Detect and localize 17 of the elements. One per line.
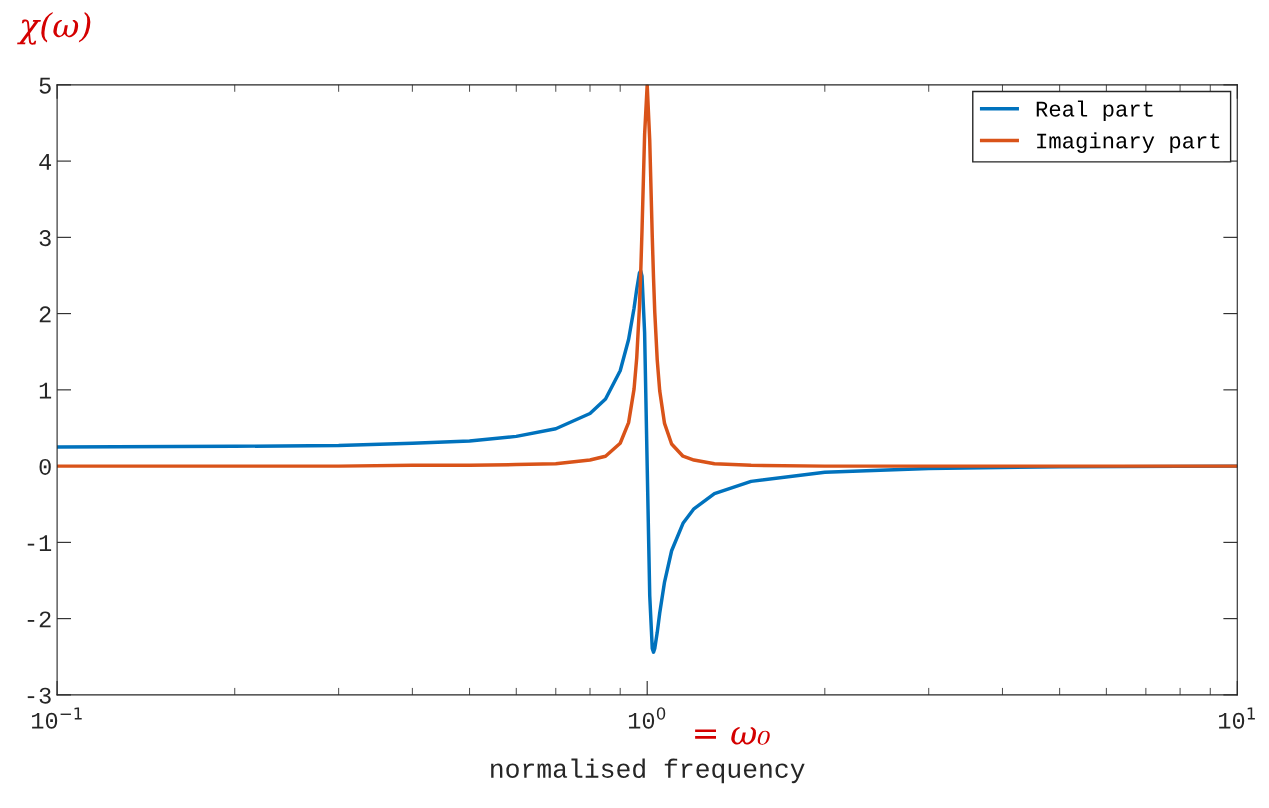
text: χ(ω) [17,11,91,45]
y-tick-label: 5 [39,77,51,94]
y-tick-label: 4 [39,154,52,170]
legend-label: Imaginary part [1037,132,1220,153]
x-tick-label: 10$^{−1}$ [32,707,82,729]
y-tick-label: -2 [27,611,51,628]
y-tick-label: 2 [39,306,51,323]
x-tick-label: 10$^{1}$ [1219,707,1255,729]
y-tick-label: -3 [27,687,51,704]
y-tick-label: -1 [27,535,52,551]
y-tick-label: 1 [39,382,52,399]
x-axis-title: normalised frequency [491,758,805,784]
x-tick-label: 10$^{0}$ [628,707,666,729]
text: = ω₀ [695,727,770,745]
y-tick-label: 0 [39,458,51,475]
legend-label: Real part [1036,100,1153,122]
y-tick-label: 3 [39,230,51,247]
